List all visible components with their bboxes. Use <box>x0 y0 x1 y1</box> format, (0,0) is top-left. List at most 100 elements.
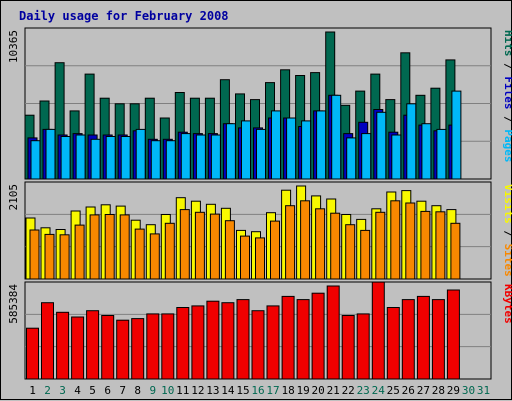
bar-kbytes <box>131 318 145 380</box>
panel-hits-files-pages: 10365 Hits / Files / Pages <box>7 27 512 180</box>
bar-kbytes <box>176 307 190 380</box>
bar-kbytes <box>311 292 325 380</box>
day-label: 5 <box>89 384 96 397</box>
bar-pages <box>75 134 86 180</box>
bar-pages <box>451 90 462 180</box>
bar-kbytes <box>161 313 175 380</box>
day-label: 17 <box>266 384 279 397</box>
bar-kbytes <box>341 315 355 380</box>
bar-kbytes <box>116 319 130 380</box>
day-label: 10 <box>161 384 174 397</box>
axis-max-label: 2105 <box>7 184 20 211</box>
bar-kbytes <box>221 302 235 380</box>
bar-pages <box>256 128 266 180</box>
bar-sites <box>164 222 175 280</box>
bar-sites <box>390 200 401 280</box>
bar-pages <box>90 138 101 180</box>
bar-pages <box>150 140 161 180</box>
bar-pages <box>406 103 417 180</box>
bar-kbytes <box>191 305 205 380</box>
bar-sites <box>240 235 250 280</box>
bar-sites <box>209 213 220 280</box>
day-label: 9 <box>149 384 156 397</box>
bar-sites <box>224 220 235 280</box>
bar-sites <box>179 209 190 280</box>
day-label: 18 <box>281 384 294 397</box>
day-label: 12 <box>191 384 204 397</box>
panel-visits-sites: 2105 Visits / Sites <box>7 181 512 280</box>
day-label: 16 <box>251 384 264 397</box>
bar-pages <box>180 133 191 180</box>
bar-pages <box>30 140 41 180</box>
bar-kbytes <box>296 299 310 380</box>
bar-kbytes <box>416 295 430 380</box>
legend-item: Sites <box>502 244 512 277</box>
day-label: 25 <box>387 384 400 397</box>
day-label: 2 <box>44 384 51 397</box>
bar-pages <box>105 136 116 180</box>
bar-kbytes <box>431 299 445 380</box>
bar-pages <box>346 137 357 180</box>
bar-sites <box>89 214 100 280</box>
day-label: 4 <box>74 384 81 397</box>
bar-kbytes <box>266 305 280 380</box>
bar-sites <box>300 200 311 280</box>
bar-kbytes <box>56 311 70 380</box>
bar-pages <box>165 140 176 180</box>
day-label: 29 <box>447 384 460 397</box>
bar-sites <box>435 211 446 280</box>
day-label: 20 <box>311 384 324 397</box>
legend: Visits / Sites <box>502 184 512 277</box>
bar-sites <box>285 205 296 280</box>
bar-sites <box>59 234 70 280</box>
bar-sites <box>255 237 265 280</box>
bar-kbytes <box>71 316 85 380</box>
day-label: 31 <box>477 384 490 397</box>
bar-kbytes <box>236 299 250 380</box>
bar-pages <box>195 134 206 180</box>
bar-sites <box>270 220 280 280</box>
bar-kbytes <box>101 315 115 380</box>
bar-kbytes <box>206 300 220 380</box>
day-label: 15 <box>236 384 249 397</box>
bar-sites <box>44 233 55 280</box>
day-label: 24 <box>372 384 386 397</box>
bar-pages <box>225 123 236 180</box>
bar-kbytes <box>371 281 385 380</box>
bar-sites <box>330 212 341 280</box>
bar-pages <box>286 117 297 180</box>
bar-sites <box>149 233 160 280</box>
bar-kbytes <box>86 310 100 380</box>
day-label: 1 <box>29 384 36 397</box>
bar-pages <box>376 111 387 180</box>
bar-pages <box>331 94 342 180</box>
axis-max-label: 585384 <box>7 284 20 324</box>
legend-item: / <box>502 57 512 77</box>
bar-kbytes <box>401 299 415 380</box>
day-label: 27 <box>417 384 430 397</box>
bar-pages <box>316 110 327 180</box>
bar-sites <box>405 202 416 280</box>
day-label: 8 <box>134 384 141 397</box>
bar-sites <box>74 224 85 280</box>
bar-kbytes <box>146 313 160 380</box>
bar-sites <box>119 214 130 280</box>
bar-pages <box>241 120 251 180</box>
bar-sites <box>375 211 386 280</box>
bar-sites <box>134 228 145 280</box>
legend-item: Hits <box>502 30 512 57</box>
bar-kbytes <box>386 307 400 380</box>
day-label: 28 <box>432 384 445 397</box>
bar-pages <box>391 134 402 180</box>
bar-pages <box>271 110 281 180</box>
bar-pages <box>210 134 221 180</box>
legend-item: Files <box>502 76 512 109</box>
day-label: 3 <box>59 384 66 397</box>
day-label: 14 <box>221 384 235 397</box>
bar-sites <box>420 210 431 280</box>
bar-sites <box>345 224 356 280</box>
bar-kbytes <box>356 313 370 380</box>
axis-max-label: 10365 <box>7 30 20 63</box>
